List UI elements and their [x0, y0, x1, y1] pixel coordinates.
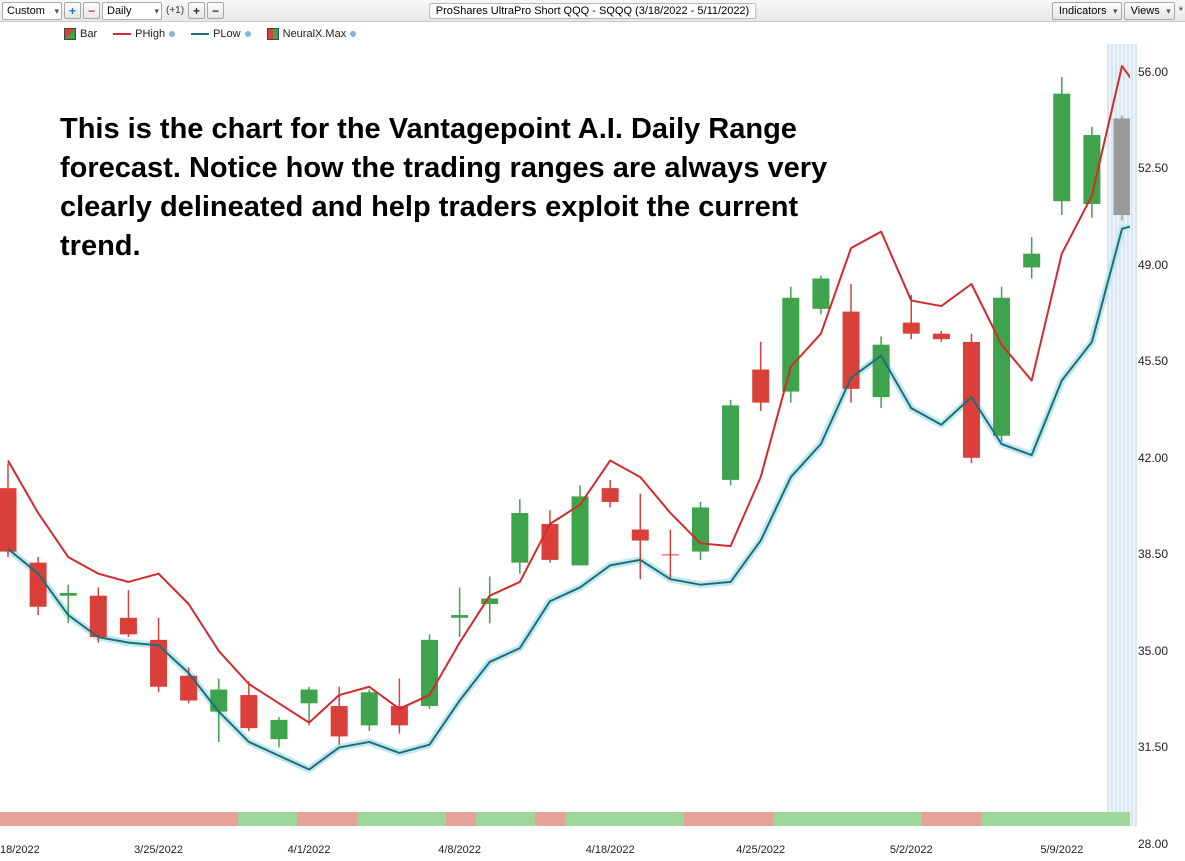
y-axis: 28.0031.5035.0038.5042.0045.5049.0052.50…: [1132, 44, 1182, 844]
neural-swatch-icon: [267, 28, 279, 40]
neural-segment: [535, 812, 565, 826]
legend-plow-label: PLow: [213, 28, 241, 40]
x-tick-label: 4/8/2022: [438, 844, 481, 856]
star-icon: *: [1177, 5, 1183, 17]
neural-segment: [238, 812, 297, 826]
x-tick-label: 5/9/2022: [1040, 844, 1083, 856]
y-tick-label: 42.00: [1138, 451, 1168, 465]
y-tick-label: 38.50: [1138, 547, 1168, 561]
neural-segment: [773, 812, 922, 826]
views-button[interactable]: Views: [1124, 2, 1175, 20]
plow-line-icon: [191, 33, 209, 35]
y-tick-label: 45.50: [1138, 354, 1168, 368]
dot-icon: [350, 31, 356, 37]
legend-neural-label: NeuralX.Max: [283, 28, 347, 40]
plus-button[interactable]: +: [188, 2, 205, 19]
y-tick-label: 28.00: [1138, 837, 1168, 851]
neural-segment: [981, 812, 1130, 826]
neural-segment: [357, 812, 446, 826]
x-tick-label: 4/18/2022: [586, 844, 635, 856]
legend-bar-label: Bar: [80, 28, 97, 40]
neural-segment: [446, 812, 476, 826]
bar-swatch-icon: [64, 28, 76, 40]
legend-bar: Bar: [64, 28, 97, 40]
neural-strip: [0, 812, 1130, 826]
zoom-in-button[interactable]: +: [64, 2, 81, 19]
neural-segment: [922, 812, 981, 826]
offset-label: (+1): [164, 5, 186, 16]
legend-neural: NeuralX.Max: [267, 28, 357, 40]
y-tick-label: 56.00: [1138, 65, 1168, 79]
phigh-line-icon: [113, 33, 131, 35]
indicators-button[interactable]: Indicators: [1052, 2, 1122, 20]
zoom-out-button[interactable]: −: [83, 2, 100, 19]
x-tick-label: 4/25/2022: [736, 844, 785, 856]
custom-dropdown[interactable]: Custom: [2, 2, 62, 20]
y-tick-label: 31.50: [1138, 740, 1168, 754]
x-tick-label: 4/1/2022: [288, 844, 331, 856]
y-tick-label: 52.50: [1138, 161, 1168, 175]
legend-phigh-label: PHigh: [135, 28, 165, 40]
annotation-text: This is the chart for the Vantagepoint A…: [60, 110, 880, 267]
y-tick-label: 35.00: [1138, 644, 1168, 658]
neural-segment: [684, 812, 773, 826]
interval-dropdown[interactable]: Daily: [102, 2, 162, 20]
minus-button[interactable]: −: [207, 2, 224, 19]
neural-segment: [476, 812, 535, 826]
chart-title: ProShares UltraPro Short QQQ - SQQQ (3/1…: [429, 3, 756, 19]
neural-segment: [0, 812, 238, 826]
dot-icon: [169, 31, 175, 37]
neural-segment: [565, 812, 684, 826]
dot-icon: [245, 31, 251, 37]
neural-segment: [297, 812, 356, 826]
legend: Bar PHigh PLow NeuralX.Max: [64, 28, 356, 40]
legend-phigh: PHigh: [113, 28, 175, 40]
y-tick-label: 49.00: [1138, 258, 1168, 272]
legend-plow: PLow: [191, 28, 251, 40]
toolbar: Custom + − Daily (+1) + − ProShares Ultr…: [0, 0, 1185, 22]
x-tick-label: 5/2/2022: [890, 844, 933, 856]
x-tick-label: 3/25/2022: [134, 844, 183, 856]
x-tick-label: 18/2022: [0, 844, 40, 856]
